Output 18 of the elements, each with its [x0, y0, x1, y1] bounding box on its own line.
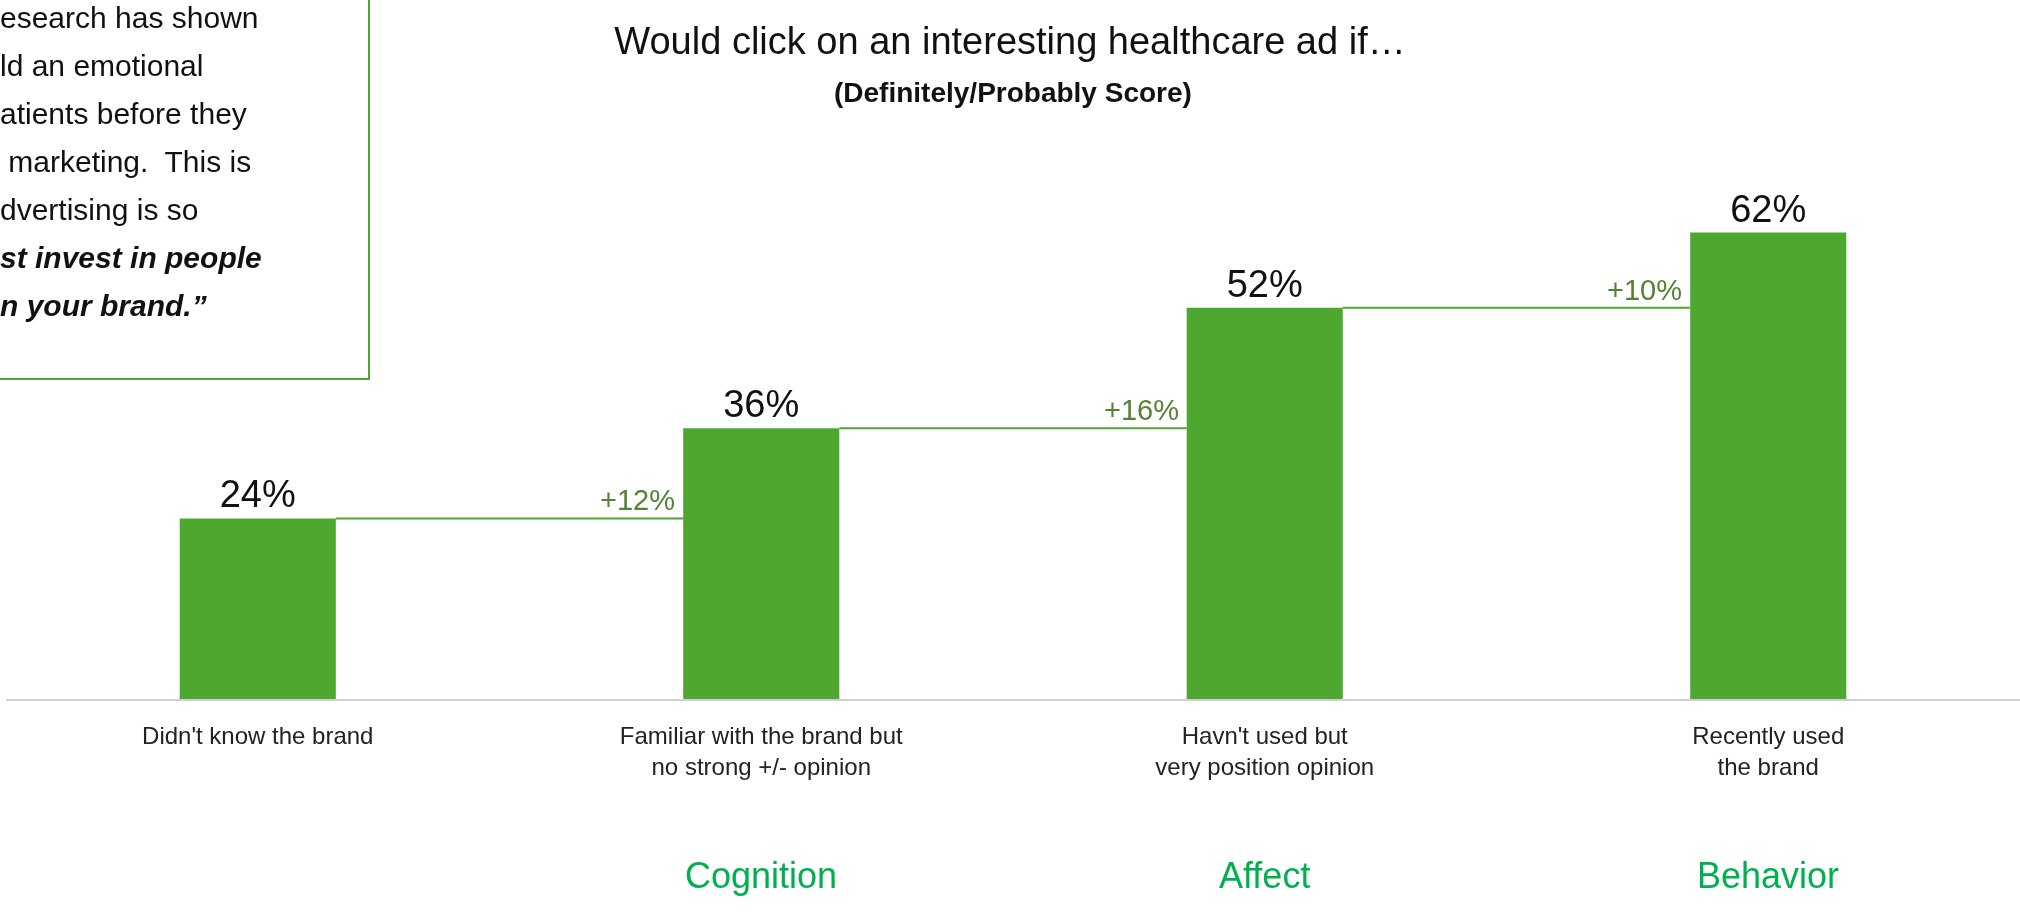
chart-title: Would click on an interesting healthcare ad if… [614, 20, 1406, 63]
text: Behavior [1697, 855, 1840, 896]
annotation: +16% [1104, 394, 1179, 426]
x-tick-label: Recently used the brand [1692, 721, 1845, 780]
data-label: 62% [1730, 187, 1807, 230]
data-label: 52% [1226, 262, 1303, 305]
annotation: +12% [600, 484, 675, 516]
data-label: 36% [723, 383, 800, 426]
annotation: esearch has shown ld an emotional atients before they marketing. This is dvertising is so st invest in people n your brand.” [0, 0, 263, 324]
annotation: +10% [1607, 274, 1682, 306]
x-tick-label: Havn't used but very position opinion [1155, 721, 1375, 780]
text: Cognition [685, 855, 838, 896]
x-tick-label: Familiar with the brand but no strong +/- opinion [619, 721, 903, 780]
text: Affect [1219, 855, 1311, 896]
x-tick-label: Didn't know the brand [142, 721, 374, 749]
text-box: esearch has shown ld an emotional atients before they marketing. This is dvertising is so st invest in people n your brand.” [0, 0, 370, 380]
data-label: 24% [219, 473, 296, 516]
chart-subtitle: (Definitely/Probably Score) [834, 77, 1192, 108]
